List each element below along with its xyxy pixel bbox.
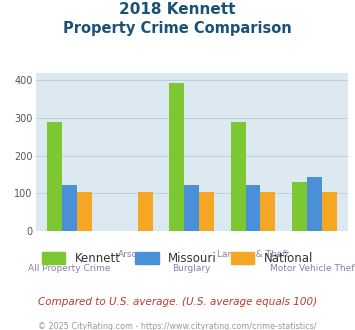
Bar: [169, 83, 184, 231]
Text: 2018 Kennett: 2018 Kennett: [119, 2, 236, 16]
Bar: [199, 192, 214, 231]
Text: All Property Crime: All Property Crime: [28, 264, 110, 273]
Text: Burglary: Burglary: [173, 264, 211, 273]
Bar: [184, 185, 199, 231]
Text: Compared to U.S. average. (U.S. average equals 100): Compared to U.S. average. (U.S. average …: [38, 297, 317, 307]
Bar: [307, 177, 322, 231]
Text: Motor Vehicle Theft: Motor Vehicle Theft: [270, 264, 355, 273]
Bar: [62, 185, 77, 231]
Bar: [322, 192, 337, 231]
Bar: [292, 182, 307, 231]
Text: Arson: Arson: [118, 250, 143, 259]
Text: Larceny & Theft: Larceny & Theft: [217, 250, 289, 259]
Bar: [246, 185, 261, 231]
Text: Property Crime Comparison: Property Crime Comparison: [63, 21, 292, 36]
Text: © 2025 CityRating.com - https://www.cityrating.com/crime-statistics/: © 2025 CityRating.com - https://www.city…: [38, 322, 317, 330]
Legend: Kennett, Missouri, National: Kennett, Missouri, National: [37, 247, 318, 270]
Bar: [77, 192, 92, 231]
Bar: [47, 122, 62, 231]
Bar: [261, 192, 275, 231]
Bar: [138, 192, 153, 231]
Bar: [230, 122, 246, 231]
